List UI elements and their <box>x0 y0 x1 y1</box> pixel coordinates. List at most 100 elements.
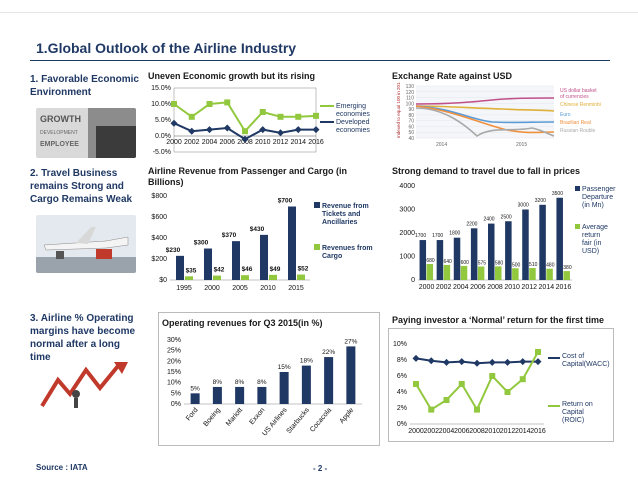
demand-xtick: 2010 <box>504 284 520 291</box>
return-point <box>474 406 480 413</box>
revenue-bar <box>269 274 277 280</box>
demand-xtick: 2014 <box>539 284 555 291</box>
growth-point <box>224 99 231 106</box>
return-xtick: 2006 <box>454 428 470 435</box>
demand-bar <box>460 265 468 280</box>
demand-data-label: 640 <box>443 259 452 265</box>
demand-data-label: 3000 <box>518 203 529 209</box>
growth-xtick: 2010 <box>255 139 271 146</box>
revenue-data-label: $700 <box>278 198 293 205</box>
growth-xtick: 2014 <box>290 139 306 146</box>
growth-point <box>277 113 284 120</box>
return-ytick: 2% <box>397 405 407 412</box>
growth-point <box>259 109 266 115</box>
revenue-bar <box>297 274 305 280</box>
demand-bar <box>470 228 478 280</box>
exchange-xtick: 2015 <box>516 142 527 148</box>
exchange-ytick: 100 <box>406 101 415 107</box>
demand-bar <box>546 268 553 280</box>
revenue-legend-swatch <box>314 202 320 208</box>
opsrev-bar <box>257 386 267 404</box>
exchange-ylabel: Indexed to equal 100 in 2014 <box>396 82 401 138</box>
opsrev-data-label: 8% <box>213 379 223 386</box>
opsrev-ytick: 30% <box>167 337 181 344</box>
opsrev-bar <box>301 365 311 404</box>
return-xtick: 2012 <box>500 428 516 435</box>
demand-bar <box>522 209 529 280</box>
revenue-ytick: $0 <box>159 277 167 284</box>
return-xtick: 2016 <box>530 428 546 435</box>
return-ytick: 4% <box>397 389 407 396</box>
exchange-ytick: 130 <box>406 84 415 90</box>
growth-point <box>277 129 284 137</box>
demand-data-label: 575 <box>478 260 487 266</box>
exchange-series-line <box>415 97 555 105</box>
return-point <box>535 349 541 355</box>
arrow-photo <box>36 360 136 412</box>
demand-bar <box>488 223 495 280</box>
demand-data-label: 2500 <box>501 214 512 220</box>
section-2-label: 2. Travel Business remains Strong and Ca… <box>30 168 133 205</box>
growth-xtick: 2002 <box>184 139 200 146</box>
revenue-bar <box>204 248 212 280</box>
growth-point <box>171 101 177 107</box>
return-point <box>443 397 450 403</box>
return-point <box>458 381 465 387</box>
return-chart: 10%8%6%4%2%0%2000 2002 2004 2006 2008 2010 201… <box>393 341 610 435</box>
opsrev-xtick: Starbucks <box>286 406 312 435</box>
demand-bar <box>477 266 485 280</box>
opsrev-xtick: Ford <box>185 407 200 423</box>
exchange-series-line <box>415 107 555 138</box>
exchange-legend-label: Brazilian Real <box>560 120 591 126</box>
growth-series-line <box>173 101 317 133</box>
exchange-plot-bg <box>416 86 554 138</box>
growth-point <box>206 126 213 134</box>
revenue-ytick: $400 <box>151 235 167 242</box>
return-point <box>504 389 511 395</box>
revenue-ytick: $800 <box>151 193 167 200</box>
source-note: Source : IATA <box>36 463 88 472</box>
revenue-bar <box>185 276 193 280</box>
opsrev-data-label: 22% <box>322 349 335 356</box>
growth-point <box>312 126 320 134</box>
opsrev-bar <box>324 357 334 404</box>
demand-data-label: 2200 <box>466 221 477 227</box>
revenue-data-label: $35 <box>186 267 197 274</box>
exchange-legend-label: Russian Rouble <box>560 128 596 134</box>
airport-photo <box>36 215 136 273</box>
return-point <box>519 376 526 383</box>
opsrev-bar <box>279 372 289 404</box>
revenue-data-label: $230 <box>166 247 181 254</box>
revenue-data-label: $300 <box>194 240 209 247</box>
demand-ytick: 4000 <box>399 183 415 190</box>
revenue-xtick: 2015 <box>288 285 304 292</box>
growth-point <box>241 135 249 143</box>
revenue-data-label: $42 <box>214 267 225 274</box>
demand-xtick: 2012 <box>521 284 537 291</box>
return-xtick: 2002 <box>423 428 439 435</box>
chart-growth-title: Uneven Economic growth but its rising <box>148 71 316 81</box>
return-point <box>504 358 511 366</box>
revenue-data-label: $46 <box>242 266 253 273</box>
chart-opsrev-title: Operating revenues for Q3 2015(in %) <box>162 318 323 328</box>
demand-data-label: 380 <box>563 265 572 271</box>
revenue-data-label: $430 <box>250 226 265 233</box>
growth-point <box>294 126 302 134</box>
return-legend-label: Return on Capital (ROIC) <box>562 401 593 424</box>
opsrev-xtick: Apple <box>339 407 356 425</box>
return-point <box>427 357 435 365</box>
revenue-xtick: 2000 <box>204 285 220 292</box>
return-ytick: 8% <box>397 357 407 364</box>
exchange-ytick: 110 <box>406 96 414 102</box>
page-title: 1.Global Outlook of the Airline Industry <box>36 40 297 56</box>
return-frame <box>388 328 614 442</box>
opsrev-bar <box>212 386 222 404</box>
revenue-data-label: $370 <box>222 232 237 239</box>
growth-point <box>313 112 319 119</box>
growth-point <box>259 126 267 134</box>
return-point <box>489 373 496 379</box>
demand-ytick: 2000 <box>399 230 415 237</box>
growth-ytick: -5.0% <box>153 149 171 156</box>
opsrev-ytick: 25% <box>167 348 181 355</box>
